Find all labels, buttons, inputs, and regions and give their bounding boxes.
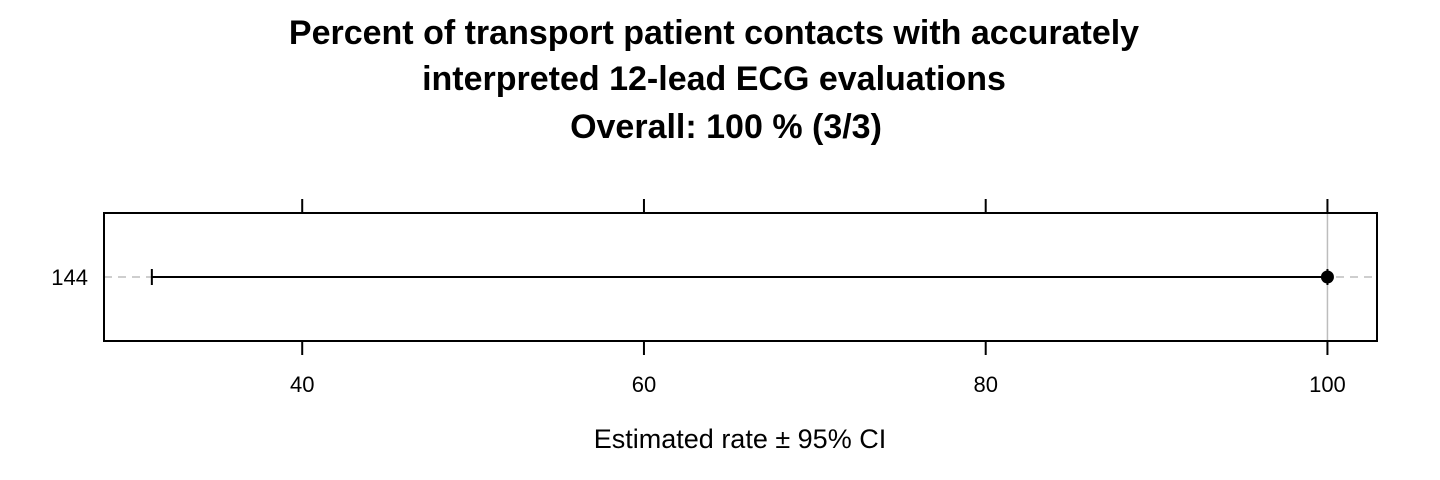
x-tick-label: 80 <box>973 372 997 397</box>
plot-frame <box>103 212 1378 342</box>
x-tick-label: 100 <box>1309 372 1346 397</box>
x-axis-label: Estimated rate ± 95% CI <box>594 424 886 454</box>
plot-area: 40 60 80 100 144 <box>51 199 1378 397</box>
x-tick-label: 40 <box>290 372 314 397</box>
estimate-point <box>1320 270 1334 284</box>
chart-title-line-1: Percent of transport patient contacts wi… <box>289 14 1139 52</box>
chart-title-line-3: Overall: 100 % (3/3) <box>570 108 882 146</box>
chart-title-line-2: interpreted 12-lead ECG evaluations <box>422 60 1006 98</box>
chart-title: Percent of transport patient contacts wi… <box>289 14 1139 146</box>
y-category-label: 144 <box>51 265 88 290</box>
x-tick-label: 60 <box>632 372 656 397</box>
